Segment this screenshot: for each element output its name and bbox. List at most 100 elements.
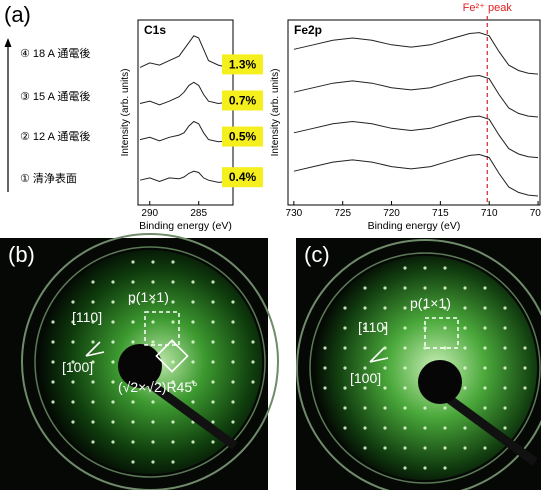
- diffraction-spot: [251, 340, 255, 344]
- diffraction-spot: [211, 440, 215, 444]
- diffraction-spot: [483, 306, 487, 310]
- superstructure-label: (√2×√2)R45°: [118, 379, 198, 395]
- diffraction-spot: [443, 406, 447, 410]
- diffraction-spot: [131, 320, 135, 324]
- value-label: 0.5%: [229, 130, 257, 144]
- diffraction-spot: [131, 260, 135, 264]
- diffraction-spot: [503, 366, 507, 370]
- diffraction-spot: [191, 340, 195, 344]
- x-tick-label: 710: [481, 208, 498, 219]
- screen-ring: [309, 252, 541, 484]
- diffraction-spot: [463, 346, 467, 350]
- spectrum-line: [293, 74, 539, 118]
- diffraction-spot: [383, 406, 387, 410]
- unit-cell: [144, 311, 180, 346]
- diffraction-spot: [231, 380, 235, 384]
- diffraction-spot: [131, 300, 135, 304]
- diffraction-spot: [91, 300, 95, 304]
- diffraction-spot: [231, 400, 235, 404]
- unit-cell-label: p(1×1): [128, 289, 169, 305]
- diffraction-spot: [171, 300, 175, 304]
- diffraction-spot: [151, 340, 155, 344]
- diffraction-spot: [383, 426, 387, 430]
- x-axis-label: Binding energy (eV): [139, 220, 232, 232]
- diffraction-spot: [343, 426, 347, 430]
- diffraction-spot: [171, 320, 175, 324]
- diffraction-spot: [51, 380, 55, 384]
- panel-label: (a): [4, 2, 31, 27]
- direction-label: [100]: [62, 359, 93, 375]
- chart-title: C1s: [144, 23, 166, 37]
- unit-cell-label: p(1×1): [410, 295, 451, 311]
- diffraction-spot: [463, 426, 467, 430]
- diffraction-spot: [443, 326, 447, 330]
- diffraction-spot: [231, 360, 235, 364]
- diffraction-spot: [403, 306, 407, 310]
- diffraction-spot: [151, 400, 155, 404]
- diffraction-spot: [151, 260, 155, 264]
- diffraction-spot: [463, 446, 467, 450]
- diffraction-spot: [71, 340, 75, 344]
- diffraction-spot: [191, 400, 195, 404]
- value-badge: [222, 90, 263, 111]
- diffraction-spot: [443, 306, 447, 310]
- diffraction-spot: [111, 380, 115, 384]
- diffraction-spot: [463, 386, 467, 390]
- diffraction-spot: [423, 306, 427, 310]
- plot-frame: [137, 19, 234, 206]
- diffraction-spot: [423, 426, 427, 430]
- direction-label: [110]: [358, 319, 388, 335]
- diffraction-spot: [71, 380, 75, 384]
- diffraction-spot: [171, 260, 175, 264]
- diffraction-spot: [231, 320, 235, 324]
- diffraction-spot: [403, 446, 407, 450]
- spectrum-line: [139, 81, 229, 106]
- reference-label: Fe²⁺ peak: [463, 2, 513, 14]
- diffraction-spot: [403, 386, 407, 390]
- diffraction-spot: [483, 446, 487, 450]
- diffraction-spot: [463, 306, 467, 310]
- diffraction-spot: [111, 320, 115, 324]
- diffraction-spot: [111, 340, 115, 344]
- diffraction-spot: [443, 346, 447, 350]
- screen-ring: [296, 239, 541, 490]
- diffraction-spot: [191, 320, 195, 324]
- diffraction-spot: [111, 440, 115, 444]
- diffraction-spot: [423, 346, 427, 350]
- diffraction-spot: [71, 360, 75, 364]
- value-label: 1.3%: [229, 57, 257, 71]
- spectrum-line: [139, 35, 229, 68]
- diffraction-spot: [71, 300, 75, 304]
- diffraction-spot: [483, 406, 487, 410]
- diffraction-spot: [151, 320, 155, 324]
- diffraction-spot: [151, 420, 155, 424]
- diffraction-spot: [131, 440, 135, 444]
- diffraction-spot: [171, 380, 175, 384]
- diffraction-spot: [323, 346, 327, 350]
- diffraction-spot: [403, 346, 407, 350]
- superstructure-cell: [155, 339, 189, 373]
- diffraction-spot: [171, 420, 175, 424]
- diffraction-spot: [363, 326, 367, 330]
- y-axis-label: Intensity (arb. units): [270, 69, 281, 157]
- diffraction-spot: [403, 286, 407, 290]
- value-badge: [222, 126, 263, 147]
- diffraction-spot: [211, 380, 215, 384]
- diffraction-spot: [403, 266, 407, 270]
- diffraction-spot: [51, 360, 55, 364]
- chart-title: Fe2p: [294, 23, 322, 37]
- diffraction-spot: [91, 320, 95, 324]
- diffraction-spot: [151, 460, 155, 464]
- diffraction-spot: [111, 280, 115, 284]
- spectrum-line: [139, 120, 229, 143]
- diffraction-spot: [443, 446, 447, 450]
- diffraction-spot: [423, 406, 427, 410]
- diffraction-spot: [131, 340, 135, 344]
- diffraction-spot: [71, 320, 75, 324]
- screen-ring: [34, 246, 266, 478]
- diffraction-spot: [363, 366, 367, 370]
- diffraction-spot: [403, 366, 407, 370]
- diffraction-spot: [503, 426, 507, 430]
- diffraction-spot: [383, 326, 387, 330]
